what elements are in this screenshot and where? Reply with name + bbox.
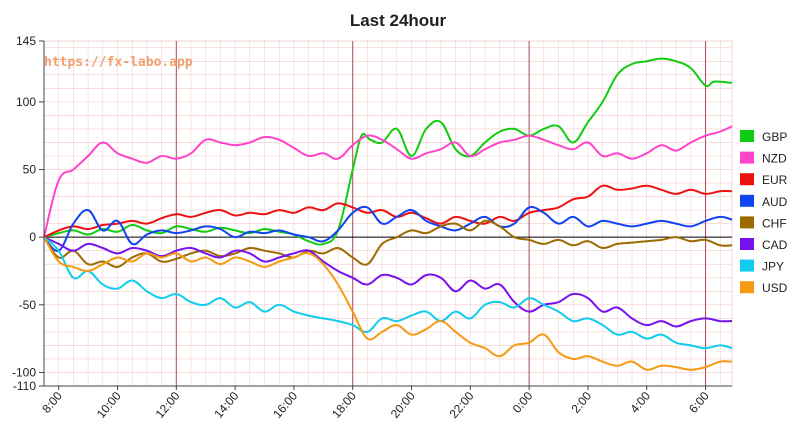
chart-title: Last 24hour bbox=[350, 11, 447, 30]
y-tick-label: 50 bbox=[23, 163, 37, 177]
x-tick-label: 22:00 bbox=[447, 389, 477, 421]
x-tick-label: 20:00 bbox=[388, 389, 418, 421]
y-tick-label: 100 bbox=[16, 95, 36, 109]
legend-swatch-jpy bbox=[740, 259, 754, 272]
y-tick-label: -50 bbox=[19, 298, 37, 312]
y-tick-label: 0 bbox=[29, 230, 36, 244]
legend-label-aud: AUD bbox=[762, 195, 788, 209]
series-line-eur bbox=[43, 184, 733, 239]
legend-swatch-eur bbox=[740, 173, 754, 186]
legend-swatch-cad bbox=[740, 238, 754, 250]
legend-swatch-usd bbox=[740, 281, 754, 294]
legend-label-cad: CAD bbox=[762, 238, 788, 252]
x-tick-label: 18:00 bbox=[329, 389, 359, 421]
series-line-jpy bbox=[43, 236, 733, 350]
legend-swatch-nzd bbox=[740, 151, 754, 164]
y-tick-label: -100 bbox=[12, 365, 36, 379]
x-tick-label: 2:00 bbox=[568, 389, 594, 416]
x-axis: 8:00 10:00 12:00 14:00 16:00 18:00 20:00 22:00 0… bbox=[39, 385, 732, 421]
legend-swatch-gbp bbox=[740, 130, 754, 142]
legend-swatch-aud bbox=[740, 194, 754, 207]
y-axis: 145 100 50 0 -50 -100-110 bbox=[12, 34, 45, 393]
legend-label-chf: CHF bbox=[762, 216, 787, 230]
legend: GBP NZD EUR AUD CHF CAD JPY USD bbox=[740, 130, 788, 295]
series-line-usd bbox=[43, 236, 733, 371]
series-line-cad bbox=[43, 236, 733, 328]
x-tick-label: 16:00 bbox=[270, 389, 300, 421]
vertical-markers bbox=[43, 41, 707, 386]
series-line-nzd bbox=[43, 125, 733, 238]
legend-label-gbp: GBP bbox=[762, 130, 787, 144]
legend-swatch-chf bbox=[740, 216, 754, 229]
x-tick-label: 10:00 bbox=[94, 389, 124, 421]
y-tick-label: 145 bbox=[16, 34, 36, 48]
x-tick-label: 14:00 bbox=[211, 389, 241, 421]
legend-label-jpy: JPY bbox=[762, 260, 784, 274]
series-line-chf bbox=[43, 219, 733, 268]
legend-label-nzd: NZD bbox=[762, 152, 787, 166]
x-tick-label: 8:00 bbox=[39, 389, 65, 416]
series-layer bbox=[43, 57, 733, 371]
watermark: https://fx-labo.app bbox=[44, 55, 193, 70]
series-line-aud bbox=[43, 205, 733, 252]
legend-label-usd: USD bbox=[762, 281, 788, 295]
y-tick-label: -110 bbox=[13, 379, 36, 393]
series-line-gbp bbox=[43, 57, 733, 246]
legend-label-eur: EUR bbox=[762, 173, 788, 187]
x-tick-label: 12:00 bbox=[153, 389, 183, 421]
x-tick-label: 6:00 bbox=[686, 389, 712, 416]
x-tick-label: 4:00 bbox=[627, 389, 653, 416]
x-tick-label: 0:00 bbox=[510, 389, 536, 416]
